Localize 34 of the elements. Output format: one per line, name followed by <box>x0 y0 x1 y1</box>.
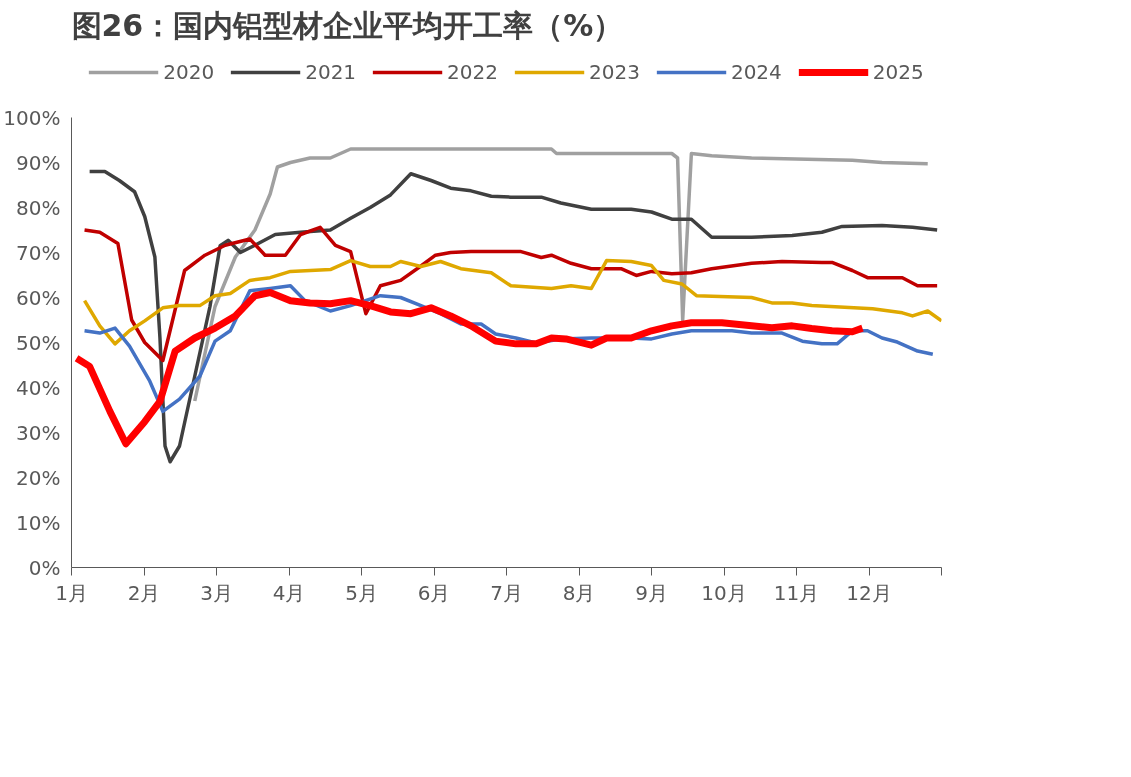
x-tick-label: 5月 <box>345 580 378 605</box>
y-tick-label: 0% <box>28 555 61 580</box>
legend-label: 2022 <box>447 60 498 84</box>
x-tick-label: 9月 <box>635 580 668 605</box>
x-tick-label: 7月 <box>490 580 523 605</box>
x-tick-label: 6月 <box>417 580 451 605</box>
x-tick-label: 1月 <box>55 580 88 605</box>
y-tick-label: 100% <box>3 105 61 130</box>
chart-title: 图26：国内铝型材企业平均开工率（%） <box>71 7 624 43</box>
legend-label: 2024 <box>730 60 782 84</box>
y-tick-label: 50% <box>16 330 61 355</box>
x-tick-label: 8月 <box>562 580 596 605</box>
x-tick-label: 12月 <box>846 580 892 605</box>
legend-label: 2023 <box>589 60 640 84</box>
legend-label: 2021 <box>305 60 357 84</box>
y-tick-label: 10% <box>16 510 61 535</box>
y-tick-label: 40% <box>16 375 61 400</box>
legend-label: 2020 <box>163 60 215 84</box>
line-series <box>82 258 942 346</box>
legend-label: 2025 <box>872 60 924 84</box>
y-tick-label: 90% <box>16 150 61 175</box>
line-series <box>82 225 939 363</box>
x-tick-label: 2月 <box>127 580 161 605</box>
x-tick-label: 3月 <box>200 580 233 605</box>
y-tick-label: 80% <box>16 195 61 220</box>
y-tick-label: 70% <box>16 240 61 265</box>
line-series <box>193 147 930 403</box>
line-series <box>87 169 939 464</box>
y-tick-label: 60% <box>16 285 61 310</box>
y-tick-label: 20% <box>16 465 61 490</box>
y-tick-label: 30% <box>16 420 61 445</box>
x-tick-label: 10月 <box>701 580 747 605</box>
x-tick-label: 4月 <box>272 580 306 605</box>
x-tick-label: 11月 <box>773 580 820 605</box>
